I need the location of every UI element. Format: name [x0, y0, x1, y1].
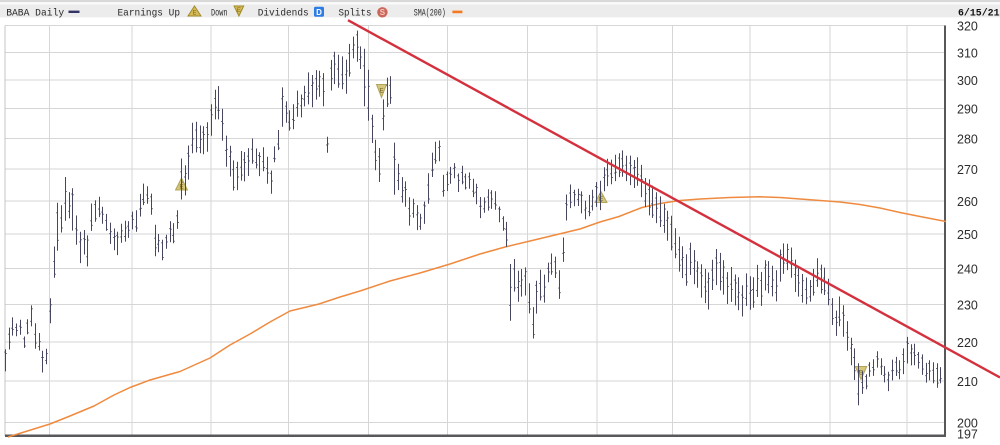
svg-text:S: S [380, 8, 386, 17]
svg-text:E: E [859, 370, 864, 377]
svg-text:E: E [237, 8, 241, 14]
svg-text:220: 220 [957, 336, 978, 350]
svg-text:280: 280 [957, 132, 978, 146]
svg-text:230: 230 [957, 298, 978, 312]
svg-text:Dividends: Dividends [258, 7, 309, 19]
svg-text:240: 240 [957, 263, 978, 277]
svg-text:200: 200 [957, 416, 978, 430]
svg-text:6/15/21: 6/15/21 [958, 8, 1000, 20]
svg-text:270: 270 [957, 163, 978, 177]
svg-text:D: D [316, 8, 322, 17]
svg-text:320: 320 [957, 20, 978, 34]
svg-text:E: E [192, 11, 196, 17]
svg-text:210: 210 [957, 375, 978, 389]
svg-text:E: E [379, 88, 384, 95]
svg-text:BABA Daily: BABA Daily [6, 7, 64, 19]
svg-text:E: E [599, 196, 604, 203]
svg-text:197: 197 [957, 428, 978, 441]
svg-text:SMA(200): SMA(200) [414, 7, 446, 19]
svg-text:260: 260 [957, 195, 978, 209]
svg-text:Splits: Splits [339, 7, 372, 19]
svg-text:Down: Down [211, 7, 228, 19]
svg-text:300: 300 [957, 74, 978, 88]
svg-text:250: 250 [957, 228, 978, 242]
svg-text:290: 290 [957, 103, 978, 117]
svg-text:Earnings Up: Earnings Up [118, 7, 181, 19]
svg-text:310: 310 [957, 46, 978, 60]
